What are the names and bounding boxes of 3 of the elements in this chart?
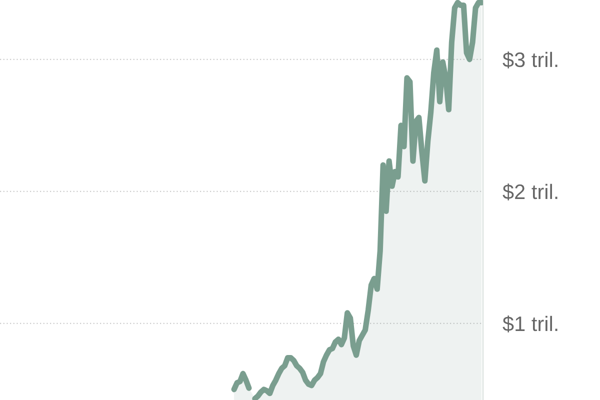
y-tick-label: $1 tril. [502, 316, 558, 332]
y-tick-label: $2 tril. [502, 184, 558, 200]
y-tick-label: $3 tril. [502, 52, 558, 68]
